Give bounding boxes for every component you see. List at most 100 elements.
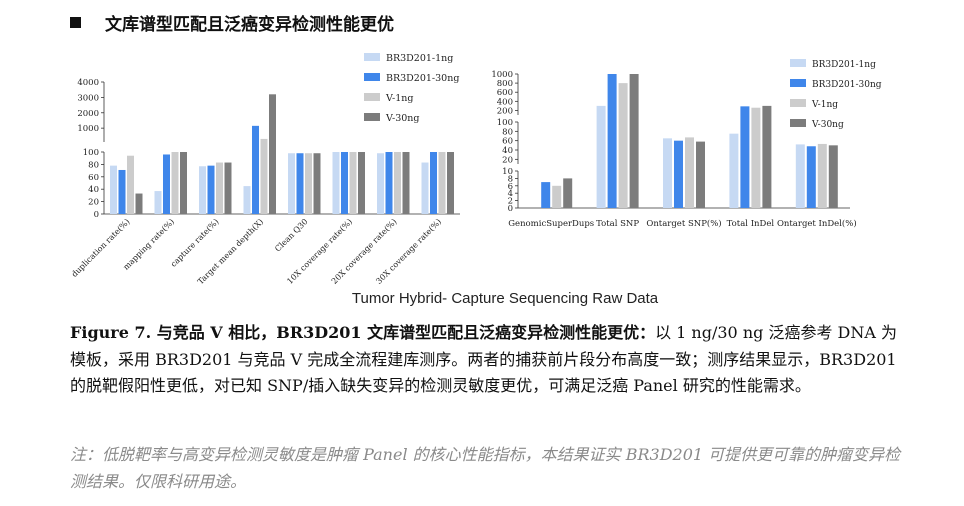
- bar-ontarget-snp-br3d201-30ng: [674, 140, 683, 208]
- legend-label-br3d201-30ng: BR3D201-30ng: [386, 73, 459, 84]
- bar-20x-coverage-rate-br3d201-1ng: [377, 153, 384, 214]
- bar-total-indel-br3d201-1ng: [729, 133, 739, 208]
- chart-library-metrics: 0 20 40 60 80 100 1000 2000 3000 4000 duplication …: [70, 53, 460, 286]
- bar-mapping-rate-v-30ng: [180, 152, 187, 214]
- y-tick-label: 80: [88, 160, 99, 170]
- bar-ontarget-indel-br3d201-30ng: [806, 146, 816, 208]
- bar-ontarget-snp-v-1ng: [685, 137, 694, 208]
- bar-total-snp-v-1ng: [618, 83, 628, 208]
- y-tick-label: 1000: [77, 124, 99, 134]
- y-tick-label: 100: [497, 118, 513, 128]
- bar-duplication-rate-v-30ng: [135, 193, 143, 214]
- legend-swatch-v-1ng: [790, 99, 806, 107]
- y-tick-label: 80: [502, 127, 513, 137]
- y-tick-label: 6: [508, 182, 513, 192]
- bar-capture-rate-v-1ng: [216, 162, 223, 214]
- y-tick-label: 200: [497, 106, 513, 116]
- bar-total-snp-v-30ng: [629, 74, 639, 208]
- bar-capture-rate-br3d201-1ng: [199, 166, 206, 214]
- y-tick-label: 4: [508, 189, 513, 199]
- category-label-ontarget-indel: Ontarget InDel(%): [777, 218, 857, 229]
- y-tick-label: 3000: [77, 93, 99, 103]
- bar-genomicsuperdups-br3d201-30ng: [541, 182, 551, 208]
- y-tick-label: 20: [502, 155, 513, 165]
- y-tick-label: 600: [497, 88, 513, 98]
- y-tick-label: 2000: [77, 109, 99, 119]
- bar-target-mean-depth-x-br3d201-1ng: [243, 186, 251, 214]
- y-tick-label: 60: [88, 173, 99, 183]
- bar-duplication-rate-br3d201-1ng: [110, 165, 117, 214]
- legend-label-v-1ng: V-1ng: [811, 100, 838, 110]
- bar-mapping-rate-br3d201-30ng: [163, 154, 170, 214]
- bar-ontarget-snp-v-30ng: [696, 141, 705, 208]
- bar-10x-coverage-rate-br3d201-1ng: [332, 152, 340, 214]
- bar-20x-coverage-rate-br3d201-30ng: [385, 152, 393, 214]
- bar-10x-coverage-rate-v-30ng: [358, 152, 365, 214]
- legend-swatch-br3d201-1ng: [790, 59, 806, 67]
- category-label-total-indel: Total InDel: [727, 219, 775, 229]
- bar-ontarget-indel-v-1ng: [817, 143, 827, 208]
- legend-label-br3d201-1ng: BR3D201-1ng: [386, 53, 453, 64]
- y-tick-label: 2: [508, 197, 513, 207]
- bar-total-indel-v-30ng: [762, 105, 772, 208]
- heading-bullet-icon: [70, 16, 81, 28]
- category-label-duplication-rate: duplication rate(%): [70, 217, 132, 279]
- chart-caption: Tumor Hybrid- Capture Sequencing Raw Dat…: [351, 290, 659, 307]
- y-tick-label: 400: [497, 97, 513, 107]
- section-heading: 文库谱型匹配且泛癌变异检测性能更优: [70, 8, 394, 36]
- bar-30x-coverage-rate-v-30ng: [447, 152, 454, 214]
- legend-swatch-br3d201-1ng: [364, 53, 380, 61]
- legend-swatch-br3d201-30ng: [790, 79, 806, 87]
- legend-swatch-br3d201-30ng: [364, 73, 380, 81]
- bar-10x-coverage-rate-v-1ng: [349, 152, 357, 214]
- bar-total-indel-br3d201-30ng: [740, 106, 750, 208]
- bar-ontarget-indel-br3d201-1ng: [795, 144, 805, 208]
- bar-mapping-rate-v-1ng: [171, 152, 179, 214]
- y-tick-label: 60: [502, 137, 513, 147]
- bar-clean-q30-br3d201-1ng: [288, 153, 295, 214]
- y-tick-label: 100: [83, 148, 99, 158]
- figure-label: Figure 7. 与竞品 V 相比，BR3D201 文库谱型匹配且泛癌变异检测…: [70, 323, 656, 342]
- y-tick-label: 40: [88, 185, 99, 195]
- y-tick-label: 10: [502, 167, 513, 177]
- bar-10x-coverage-rate-br3d201-30ng: [341, 152, 348, 214]
- bar-clean-q30-v-1ng: [305, 153, 312, 214]
- bar-duplication-rate-br3d201-30ng: [118, 169, 126, 214]
- legend-label-v-30ng: V-30ng: [385, 113, 420, 124]
- y-tick-label: 40: [502, 146, 513, 156]
- legend-swatch-v-1ng: [364, 93, 380, 101]
- legend-swatch-v-30ng: [364, 113, 380, 121]
- category-label-capture-rate: capture rate(%): [169, 217, 221, 269]
- bar-clean-q30-br3d201-30ng: [296, 153, 304, 214]
- legend-swatch-v-30ng: [790, 119, 806, 127]
- y-tick-label: 0: [94, 210, 99, 220]
- y-tick-label: 1000: [491, 70, 513, 80]
- figure-body: 以 1 ng/30 ng 泛癌参考 DNA 为模板，采用 BR3D201 与竞品…: [70, 323, 898, 395]
- legend-label-br3d201-1ng: BR3D201-1ng: [812, 60, 876, 70]
- bar-20x-coverage-rate-v-1ng: [394, 152, 401, 214]
- bar-total-indel-v-1ng: [751, 107, 761, 208]
- y-tick-label: 20: [88, 198, 99, 208]
- bar-duplication-rate-v-1ng: [127, 155, 134, 214]
- bar-ontarget-snp-br3d201-1ng: [663, 138, 672, 208]
- bar-mapping-rate-br3d201-1ng: [154, 191, 162, 214]
- bar-genomicsuperdups-v-1ng: [552, 185, 562, 208]
- bar-capture-rate-v-30ng: [224, 162, 232, 214]
- bar-20x-coverage-rate-v-30ng: [402, 152, 410, 214]
- bar-capture-rate-br3d201-30ng: [207, 165, 215, 214]
- bar-target-mean-depth-x-br3d201-30ng: [252, 125, 259, 214]
- bar-clean-q30-v-30ng: [313, 153, 321, 214]
- bar-total-snp-br3d201-30ng: [607, 74, 617, 208]
- category-label-ontarget-snp: Ontarget SNP(%): [646, 218, 721, 229]
- figure-caption: Figure 7. 与竞品 V 相比，BR3D201 文库谱型匹配且泛癌变异检测…: [70, 320, 910, 400]
- category-label-clean-q30: Clean Q30: [273, 217, 310, 254]
- bar-genomicsuperdups-v-30ng: [563, 178, 573, 208]
- section-title: 文库谱型匹配且泛癌变异检测性能更优: [105, 14, 394, 35]
- legend-label-br3d201-30ng: BR3D201-30ng: [812, 80, 882, 90]
- bar-target-mean-depth-x-v-1ng: [260, 138, 268, 214]
- bar-target-mean-depth-x-v-30ng: [269, 94, 276, 214]
- bar-30x-coverage-rate-br3d201-1ng: [421, 162, 429, 214]
- y-tick-label: 800: [497, 79, 513, 89]
- y-tick-label: 0: [508, 204, 513, 214]
